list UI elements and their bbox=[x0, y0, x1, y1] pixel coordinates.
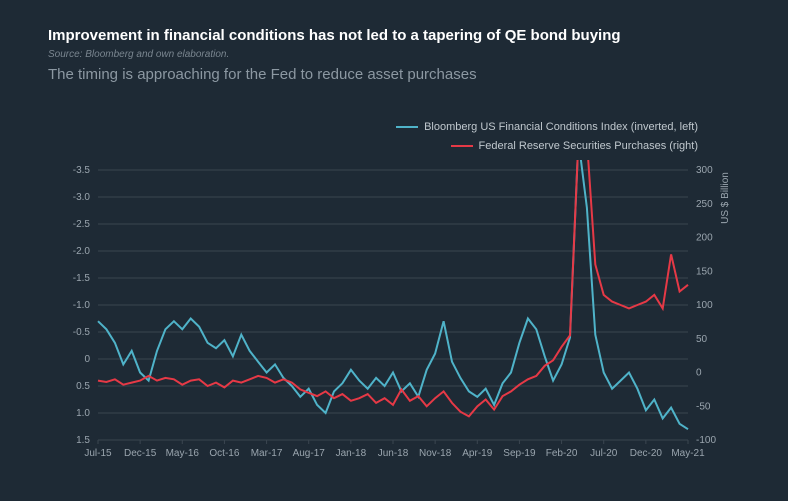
svg-text:Dec-20: Dec-20 bbox=[630, 448, 663, 459]
svg-text:Oct-16: Oct-16 bbox=[209, 448, 239, 459]
chart-title: Improvement in financial conditions has … bbox=[48, 26, 740, 46]
svg-text:100: 100 bbox=[696, 300, 713, 311]
svg-text:-2.0: -2.0 bbox=[73, 246, 91, 257]
svg-text:Sep-19: Sep-19 bbox=[503, 448, 536, 459]
svg-text:-100: -100 bbox=[696, 435, 716, 446]
svg-text:200: 200 bbox=[696, 233, 713, 244]
line-chart: -3.5 -3.0 -2.5 -2.0 -1.5 -1.0 -0.5 0 0.5 1.0 1.5 30… bbox=[48, 160, 740, 470]
legend-swatch bbox=[451, 145, 473, 147]
chart-subtitle: The timing is approaching for the Fed to… bbox=[48, 66, 740, 83]
svg-text:-1.5: -1.5 bbox=[73, 273, 91, 284]
svg-text:0: 0 bbox=[84, 354, 90, 365]
svg-text:Feb-20: Feb-20 bbox=[546, 448, 578, 459]
svg-text:-1.0: -1.0 bbox=[73, 300, 91, 311]
svg-text:-3.0: -3.0 bbox=[73, 192, 91, 203]
svg-text:50: 50 bbox=[696, 334, 708, 345]
legend-swatch bbox=[396, 126, 418, 128]
svg-text:250: 250 bbox=[696, 199, 713, 210]
svg-text:150: 150 bbox=[696, 266, 713, 277]
svg-text:Mar-17: Mar-17 bbox=[251, 448, 283, 459]
legend-item: Federal Reserve Securities Purchases (ri… bbox=[396, 137, 698, 156]
svg-text:Apr-19: Apr-19 bbox=[462, 448, 492, 459]
svg-text:-2.5: -2.5 bbox=[73, 219, 91, 230]
legend-label: Federal Reserve Securities Purchases (ri… bbox=[479, 137, 698, 156]
svg-text:0.5: 0.5 bbox=[76, 381, 90, 392]
svg-text:-0.5: -0.5 bbox=[73, 327, 91, 338]
legend-item: Bloomberg US Financial Conditions Index … bbox=[396, 118, 698, 137]
svg-text:-50: -50 bbox=[696, 401, 711, 412]
svg-text:Dec-15: Dec-15 bbox=[124, 448, 157, 459]
svg-text:Jan-18: Jan-18 bbox=[336, 448, 367, 459]
svg-text:1.5: 1.5 bbox=[76, 435, 90, 446]
svg-text:1.0: 1.0 bbox=[76, 408, 90, 419]
svg-text:Aug-17: Aug-17 bbox=[293, 448, 326, 459]
legend-label: Bloomberg US Financial Conditions Index … bbox=[424, 118, 698, 137]
chart-header: Improvement in financial conditions has … bbox=[0, 0, 788, 83]
chart-area: -3.5 -3.0 -2.5 -2.0 -1.5 -1.0 -0.5 0 0.5 1.0 1.5 30… bbox=[48, 160, 740, 471]
svg-text:0: 0 bbox=[696, 368, 702, 379]
svg-text:US $ Billion: US $ Billion bbox=[720, 172, 731, 224]
svg-text:-3.5: -3.5 bbox=[73, 165, 91, 176]
svg-text:May-21: May-21 bbox=[671, 448, 705, 459]
svg-text:Jul-20: Jul-20 bbox=[590, 448, 618, 459]
svg-text:Nov-18: Nov-18 bbox=[419, 448, 452, 459]
chart-legend: Bloomberg US Financial Conditions Index … bbox=[396, 118, 698, 155]
svg-text:Jul-15: Jul-15 bbox=[84, 448, 112, 459]
svg-text:May-16: May-16 bbox=[166, 448, 200, 459]
svg-text:300: 300 bbox=[696, 165, 713, 176]
svg-text:Jun-18: Jun-18 bbox=[378, 448, 409, 459]
chart-source: Source: Bloomberg and own elaboration. bbox=[48, 49, 740, 60]
